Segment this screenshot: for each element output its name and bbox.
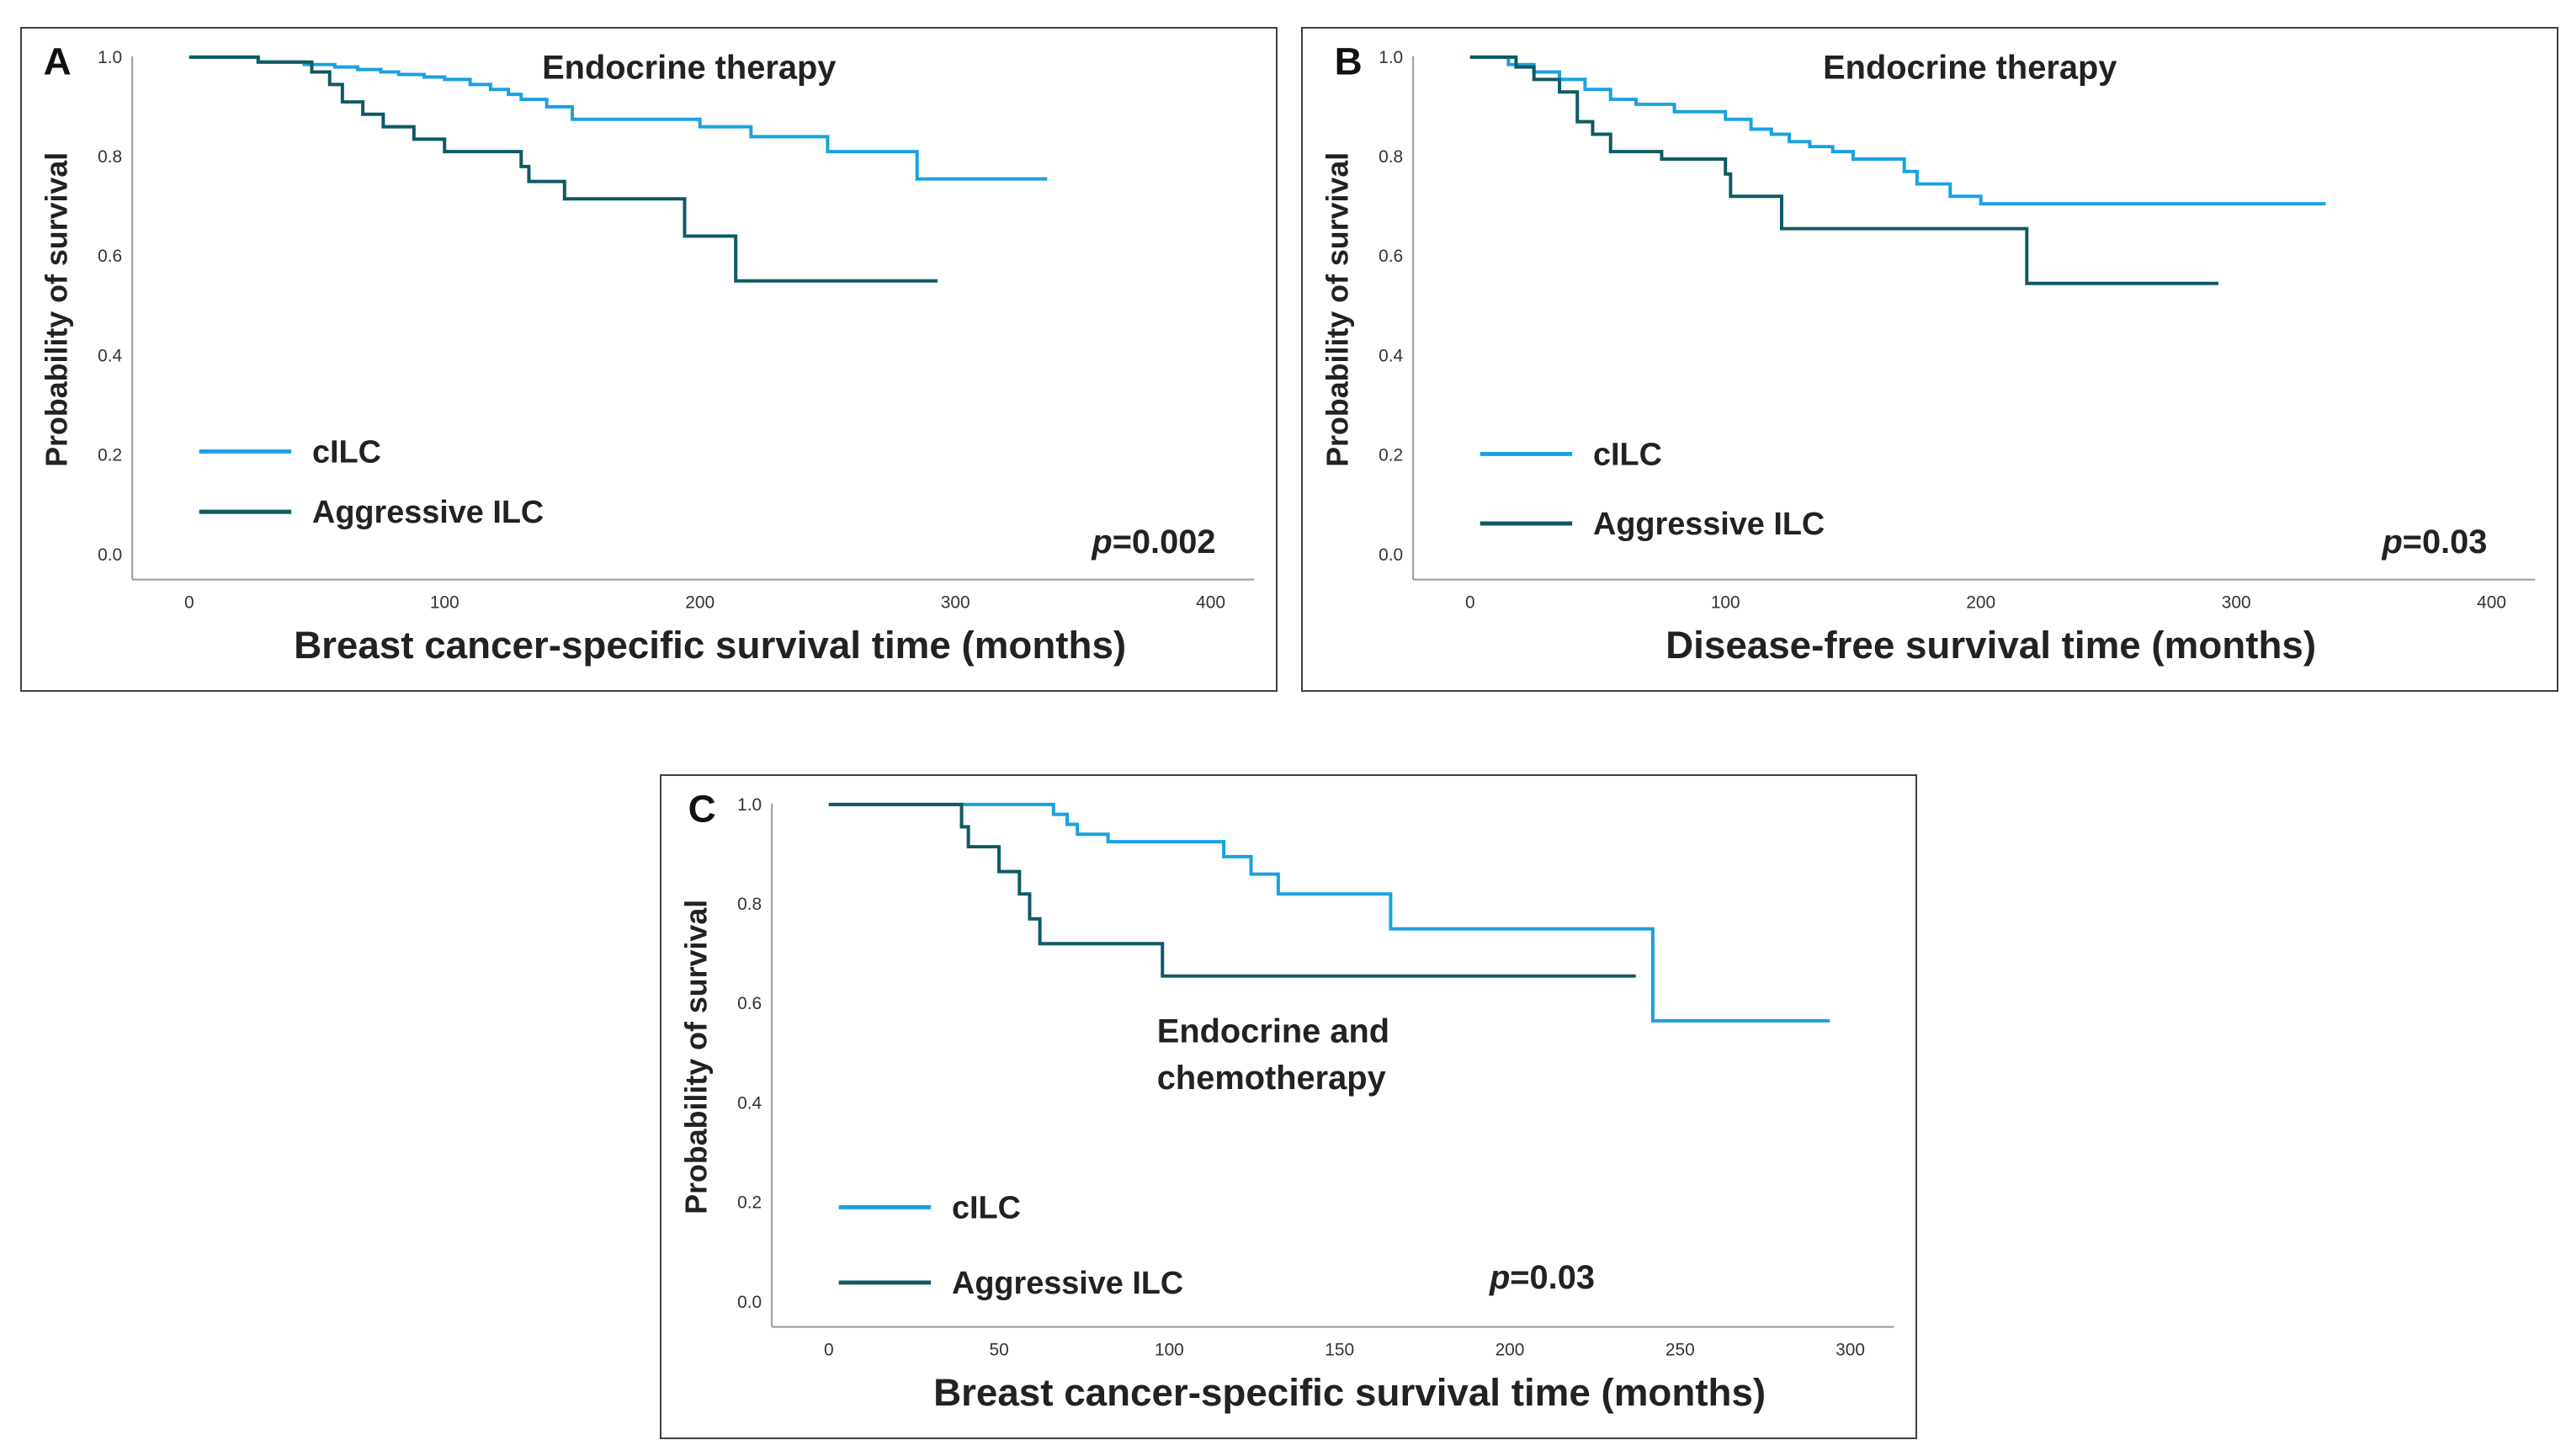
chart-c-p-value: p=0.03	[1489, 1259, 1595, 1296]
chart-b-x-tick-label: 100	[1711, 592, 1740, 612]
chart-c-title-line: chemotherapy	[1157, 1060, 1386, 1097]
chart-b-legend-label-cilc: cILC	[1593, 437, 1662, 472]
chart-b-x-axis-title: Disease-free survival time (months)	[1666, 624, 2316, 667]
chart-a-x-tick-label: 100	[430, 592, 460, 612]
chart-b-series-cilc-line	[1469, 55, 2326, 206]
chart-a-x-tick-label: 300	[941, 592, 970, 612]
panel-c: 0.0 0.2 0.4 0.6 0.8 1.0 0 50 100 150 200 250 300 Brea…	[660, 774, 1917, 1439]
chart-c-x-tick-label: 100	[1155, 1340, 1184, 1359]
chart-c-x-axis-title: Breast cancer-specific survival time (mo…	[933, 1371, 1766, 1414]
chart-c-y-axis-title: Probability of survival	[680, 900, 714, 1214]
chart-a-p-value-number: =0.002	[1113, 523, 1216, 561]
chart-b-p-value: p=0.03	[2381, 523, 2487, 561]
chart-b-panel-letter: B	[1335, 40, 1363, 83]
chart-b-title: Endocrine therapy	[1823, 50, 2117, 87]
chart-b-series-aggressive-line	[1469, 55, 2218, 285]
chart-a-x-tick-label: 0	[184, 592, 194, 612]
chart-b-p-value-symbol: p	[2381, 523, 2402, 561]
chart-c-p-value-number: =0.03	[1510, 1259, 1595, 1296]
chart-a-panel-letter: A	[44, 40, 72, 83]
chart-b-p-value-number: =0.03	[2403, 523, 2488, 561]
chart-c-svg: 0.0 0.2 0.4 0.6 0.8 1.0 0 50 100 150 200 250 300 Brea…	[680, 788, 1894, 1414]
chart-c-x-tick-label: 150	[1325, 1340, 1354, 1359]
chart-c-y-tick-label: 0.2	[737, 1193, 762, 1213]
chart-c-title-line: Endocrine and	[1157, 1012, 1389, 1049]
chart-c-y-tick-label: 0.0	[737, 1293, 762, 1312]
chart-c-x-tick-label: 200	[1496, 1340, 1525, 1359]
chart-c-legend-label-cilc: cILC	[952, 1190, 1021, 1225]
chart-c-y-tick-label: 0.4	[737, 1093, 762, 1113]
chart-c-x-tick-label: 0	[824, 1340, 834, 1359]
chart-a-p-value-symbol: p	[1091, 523, 1112, 561]
chart-c-y-tick-label: 0.6	[737, 994, 762, 1013]
chart-b-y-tick-label: 0.0	[1379, 545, 1403, 565]
chart-c-series-cilc-line	[828, 802, 1830, 1023]
chart-b-y-tick-label: 0.4	[1379, 346, 1403, 365]
chart-a-svg: 0.0 0.2 0.4 0.6 0.8 1.0 0 100 200 300 400 Breast ca…	[40, 40, 1255, 667]
chart-b-x-tick-label: 400	[2477, 592, 2506, 612]
chart-c-x-tick-label: 50	[989, 1340, 1008, 1359]
chart-b-y-tick-label: 1.0	[1379, 48, 1403, 67]
chart-a-y-tick-label: 0.4	[98, 346, 122, 365]
chart-a-y-tick-label: 0.6	[98, 247, 122, 266]
chart-c-y-tick-label: 1.0	[737, 795, 762, 815]
chart-a-legend-label-cilc: cILC	[312, 434, 381, 470]
chart-c-p-value-symbol: p	[1489, 1259, 1510, 1296]
chart-b-x-tick-label: 200	[1966, 592, 1995, 612]
chart-a-y-tick-label: 1.0	[98, 48, 122, 67]
chart-a-series-aggressive-line	[189, 55, 938, 283]
chart-b-y-tick-label: 0.8	[1379, 147, 1403, 167]
chart-a-y-tick-label: 0.0	[98, 545, 122, 565]
chart-a-y-axis-title: Probability of survival	[40, 152, 74, 467]
chart-a-y-tick-label: 0.2	[98, 446, 122, 465]
chart-b-y-tick-label: 0.6	[1379, 247, 1403, 266]
panel-a: 0.0 0.2 0.4 0.6 0.8 1.0 0 100 200 300 400 Breast ca…	[20, 27, 1278, 692]
chart-c-legend-label-aggressive: Aggressive ILC	[952, 1266, 1183, 1301]
chart-b-legend-label-aggressive: Aggressive ILC	[1593, 507, 1825, 542]
chart-a-legend-label-aggressive: Aggressive ILC	[312, 495, 544, 530]
chart-a-y-tick-label: 0.8	[98, 147, 122, 167]
panel-b: 0.0 0.2 0.4 0.6 0.8 1.0 0 100 200 300 400 Disease-f…	[1301, 27, 2558, 692]
chart-c-x-tick-label: 300	[1836, 1340, 1865, 1359]
chart-c-title: Endocrine and chemotherapy	[1157, 1012, 1389, 1097]
chart-b-x-tick-label: 300	[2222, 592, 2251, 612]
chart-a-title: Endocrine therapy	[542, 50, 836, 87]
chart-a-x-tick-label: 400	[1196, 592, 1225, 612]
chart-b-svg: 0.0 0.2 0.4 0.6 0.8 1.0 0 100 200 300 400 Disease-f…	[1321, 40, 2536, 667]
chart-c-series-aggressive-line	[828, 802, 1636, 978]
chart-c-y-tick-label: 0.8	[737, 895, 762, 914]
chart-b-y-tick-label: 0.2	[1379, 446, 1403, 465]
chart-a-x-axis-title: Breast cancer-specific survival time (mo…	[294, 624, 1126, 667]
chart-c-x-tick-label: 250	[1666, 1340, 1695, 1359]
chart-a-x-tick-label: 200	[685, 592, 715, 612]
chart-a-p-value: p=0.002	[1091, 523, 1215, 561]
chart-c-panel-letter: C	[688, 788, 716, 831]
chart-a-series-cilc-line	[189, 55, 1048, 181]
chart-b-y-axis-title: Probability of survival	[1321, 152, 1355, 467]
chart-b-x-tick-label: 0	[1465, 592, 1475, 612]
